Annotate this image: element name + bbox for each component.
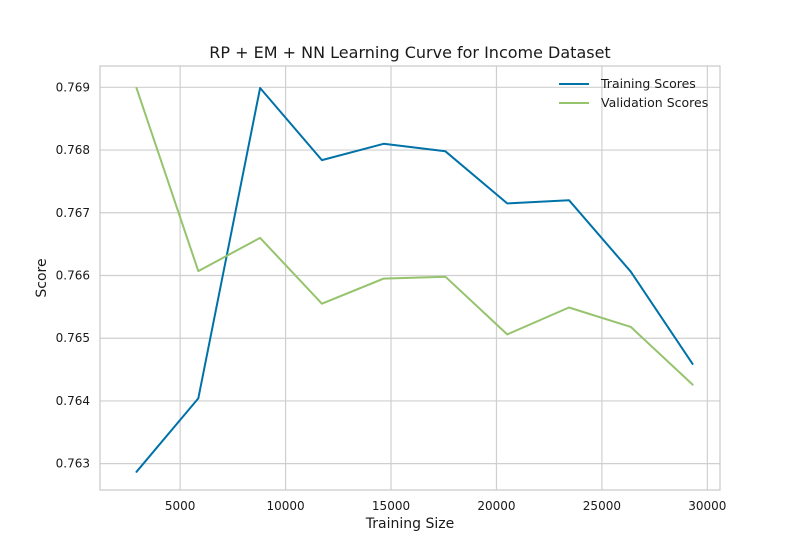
legend: Training Scores Validation Scores bbox=[559, 76, 708, 110]
y-tick-labels: 0.763 0.764 0.765 0.766 0.767 0.768 0.769 bbox=[56, 80, 90, 470]
y-tick-label: 0.764 bbox=[56, 394, 90, 408]
x-tick-label: 15000 bbox=[372, 499, 410, 513]
y-tick-label: 0.763 bbox=[56, 457, 90, 471]
y-tick-label: 0.766 bbox=[56, 268, 90, 282]
series-lines bbox=[135, 87, 694, 473]
legend-label: Training Scores bbox=[600, 76, 696, 91]
x-tick-label: 20000 bbox=[477, 499, 515, 513]
series-line bbox=[135, 87, 694, 473]
y-tick-label: 0.768 bbox=[56, 143, 90, 157]
chart-title: RP + EM + NN Learning Curve for Income D… bbox=[209, 43, 610, 62]
series-line bbox=[135, 87, 694, 386]
y-tick-label: 0.765 bbox=[56, 331, 90, 345]
y-tick-label: 0.767 bbox=[56, 206, 90, 220]
legend-label: Validation Scores bbox=[601, 95, 708, 110]
series-training-scores bbox=[135, 87, 694, 473]
y-tick-label: 0.769 bbox=[56, 80, 90, 94]
x-tick-label: 10000 bbox=[266, 499, 304, 513]
x-tick-label: 5000 bbox=[165, 499, 196, 513]
y-axis-label: Score bbox=[34, 258, 50, 297]
series-validation-scores bbox=[135, 87, 694, 386]
x-axis-label: Training Size bbox=[365, 516, 454, 532]
x-tick-labels: 5000 10000 15000 20000 25000 30000 bbox=[165, 499, 727, 513]
x-tick-label: 30000 bbox=[688, 499, 726, 513]
plot-frame bbox=[99, 65, 721, 491]
x-tick-label: 25000 bbox=[583, 499, 621, 513]
